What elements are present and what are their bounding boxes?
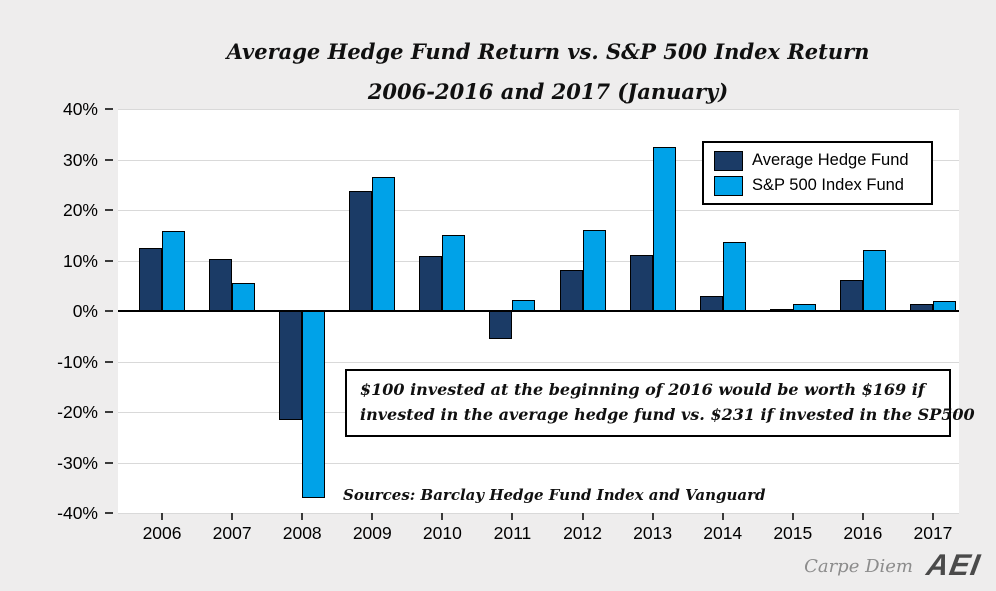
x-tick-label: 2010 (422, 523, 462, 543)
bar-2012-sp500 (582, 230, 606, 311)
legend-label-hedge-fund: Average Hedge Fund (752, 151, 909, 169)
y-tick-label: 30% (62, 149, 98, 170)
legend-swatch-sp500 (714, 175, 743, 196)
bar-2008-hedge-fund (279, 311, 303, 421)
bar-2009-hedge-fund (349, 191, 373, 311)
x-tick-label: 2017 (913, 523, 953, 543)
x-tick (441, 513, 444, 520)
y-tick (105, 461, 113, 464)
bar-2008-sp500 (302, 311, 326, 498)
x-tick-label: 2012 (563, 523, 602, 543)
bar-2006-hedge-fund (139, 248, 163, 311)
x-tick-label: 2015 (773, 523, 813, 543)
bar-2013-hedge-fund (629, 254, 653, 311)
x-tick (861, 513, 864, 520)
bar-2016-hedge-fund (839, 280, 863, 311)
gridline (118, 260, 959, 262)
y-tick (105, 259, 113, 262)
bar-2011-hedge-fund (489, 311, 513, 339)
x-tick (161, 513, 164, 520)
y-tick-label: 10% (62, 250, 98, 271)
x-tick (301, 513, 304, 520)
x-tick (651, 513, 654, 520)
bar-2010-sp500 (442, 234, 466, 311)
legend-item-hedge-fund: Average Hedge Fund (714, 148, 921, 173)
x-tick-label: 2008 (282, 523, 322, 543)
gridline (118, 159, 959, 161)
x-tick (231, 513, 234, 520)
x-tick-label: 2011 (493, 523, 532, 543)
gridline (118, 109, 959, 110)
x-tick (931, 513, 934, 520)
bar-2011-sp500 (512, 300, 536, 311)
y-tick (105, 411, 113, 413)
gridline (118, 361, 959, 363)
y-tick-label: 40% (62, 99, 98, 119)
bar-2017-hedge-fund (909, 303, 933, 311)
aei-logo: AEI (924, 549, 983, 582)
bar-2006-sp500 (162, 231, 186, 311)
bar-2009-sp500 (372, 177, 396, 311)
bar-2013-sp500 (652, 147, 676, 311)
y-tick-label: -20% (57, 402, 98, 422)
gridline (118, 462, 959, 464)
gridline (118, 210, 959, 211)
x-tick-label: 2009 (352, 523, 392, 543)
y-tick-label: 0% (72, 301, 98, 321)
bar-2012-hedge-fund (559, 269, 583, 311)
x-tick-label: 2016 (843, 523, 883, 543)
legend-label-sp500: S&P 500 Index Fund (752, 176, 904, 194)
bar-2015-hedge-fund (769, 309, 793, 312)
y-tick (105, 310, 113, 312)
zero-axis-line (118, 310, 959, 312)
chart-title-line1: Average Hedge Fund Return vs. S&P 500 In… (226, 39, 870, 64)
y-tick-label: -10% (57, 351, 98, 372)
x-tick (581, 513, 584, 520)
y-tick-label: -30% (57, 452, 98, 473)
sources-note: Sources: Barclay Hedge Fund Index and Va… (343, 486, 766, 504)
gridline (118, 513, 959, 514)
bar-2014-sp500 (722, 241, 746, 311)
y-tick-label: 20% (62, 200, 98, 220)
y-tick (105, 512, 113, 514)
bar-2010-hedge-fund (419, 255, 443, 311)
legend-item-sp500: S&P 500 Index Fund (714, 173, 921, 198)
x-tick-label: 2006 (142, 523, 182, 543)
legend: Average Hedge Fund S&P 500 Index Fund (702, 141, 933, 205)
annotation-line2: invested in the average hedge fund vs. $… (360, 404, 975, 424)
bar-2007-hedge-fund (209, 258, 233, 311)
footer: Carpe Diem AEI (804, 549, 983, 582)
x-tick (371, 513, 374, 520)
y-tick (105, 360, 113, 363)
y-tick (105, 158, 113, 161)
carpe-diem-tagline: Carpe Diem (804, 555, 913, 577)
y-tick (105, 108, 113, 110)
annotation-box: $100 invested at the beginning of 2016 w… (345, 369, 975, 437)
bar-2017-sp500 (932, 301, 956, 311)
y-tick-label: -40% (57, 503, 98, 523)
chart-title: Average Hedge Fund Return vs. S&P 500 In… (98, 32, 996, 112)
x-tick (791, 513, 794, 520)
x-tick (511, 513, 514, 520)
bar-2016-sp500 (862, 250, 886, 311)
x-tick (721, 513, 724, 520)
bar-2014-hedge-fund (699, 296, 723, 311)
bar-2015-sp500 (792, 303, 816, 311)
bar-2007-sp500 (232, 283, 256, 311)
x-tick-label: 2014 (703, 523, 743, 543)
y-tick (105, 209, 113, 211)
x-tick-label: 2007 (212, 523, 252, 543)
x-tick-label: 2013 (633, 523, 673, 543)
annotation-line1: $100 invested at the beginning of 2016 w… (360, 380, 925, 399)
chart-title-line2: 2006-2016 and 2017 (January) (367, 78, 729, 104)
legend-swatch-hedge-fund (714, 150, 743, 171)
